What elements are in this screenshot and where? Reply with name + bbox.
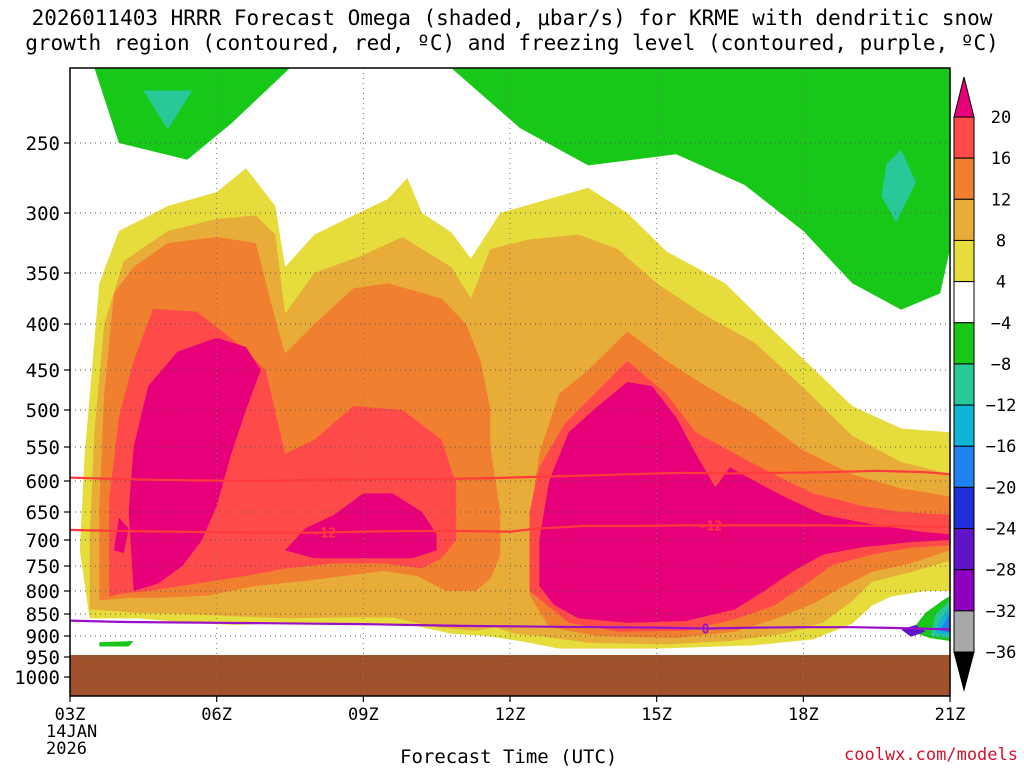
colorbar-swatch-0: [953, 116, 975, 159]
omega-region-3-0: [940, 613, 950, 633]
date-label-year: 2026: [46, 739, 87, 759]
minus-12-label-left: -12: [312, 527, 335, 542]
omega-region-9-3: [539, 382, 950, 623]
omega-region-1-1: [881, 150, 916, 223]
colorbar-top-arrow: [953, 76, 975, 118]
y-tick-label-800: 800: [26, 581, 60, 603]
omega-region-0-3: [99, 641, 134, 647]
colorbar-label-13: −36: [986, 643, 1017, 663]
x-tick-label-03Z: 03Z: [55, 705, 86, 725]
x-tick-label-18Z: 18Z: [788, 705, 819, 725]
colorbar-swatch-12: [953, 610, 975, 653]
colorbar-label-1: 16: [991, 149, 1011, 169]
y-tick-label-300: 300: [26, 203, 60, 225]
colorbar-label-4: 4: [996, 273, 1006, 293]
chart-title-line1: 2026011403 HRRR Forecast Omega (shaded, …: [31, 6, 993, 30]
y-tick-label-950: 950: [26, 647, 60, 669]
y-tick-label-900: 900: [26, 626, 60, 648]
credit-link[interactable]: coolwx.com/models: [844, 745, 1018, 765]
x-tick-label-21Z: 21Z: [935, 705, 966, 725]
omega-region-9-0: [128, 337, 261, 591]
omega-region-9-2: [285, 493, 437, 559]
y-tick-label-1000: 1000: [14, 667, 60, 689]
freezing-level: [70, 619, 950, 631]
chart-title-line2: growth region (contoured, red, ºC) and f…: [25, 31, 999, 55]
y-tick-label-400: 400: [26, 314, 60, 336]
colorbar-label-11: −28: [986, 561, 1017, 581]
colorbar-label-7: −12: [986, 396, 1017, 416]
ground-band: [70, 655, 950, 696]
omega-region-9-1: [114, 517, 129, 553]
colorbar-swatch-2: [953, 198, 975, 241]
x-tick-label-09Z: 09Z: [348, 705, 379, 725]
colorbar-bottom-arrow: [953, 651, 975, 692]
x-tick-label-06Z: 06Z: [201, 705, 232, 725]
y-tick-label-250: 250: [26, 133, 60, 155]
y-tick-label-350: 350: [26, 263, 60, 285]
x-tick-label-15Z: 15Z: [641, 705, 672, 725]
y-tick-label-450: 450: [26, 360, 60, 382]
colorbar-swatch-7: [953, 404, 975, 447]
x-axis-label: Forecast Time (UTC): [400, 746, 618, 768]
colorbar-swatch-5: [953, 322, 975, 365]
colorbar-swatch-4: [953, 281, 975, 324]
omega-region-0-0: [94, 68, 291, 160]
dgz-top: [70, 469, 950, 483]
y-tick-label-850: 850: [26, 604, 60, 626]
colorbar-label-10: −24: [986, 520, 1017, 540]
x-tick-label-12Z: 12Z: [495, 705, 526, 725]
omega-region-0-1: [451, 68, 950, 310]
chart-title: 2026011403 HRRR Forecast Omega (shaded, …: [0, 6, 1024, 56]
colorbar-swatch-1: [953, 157, 975, 200]
colorbar-swatch-11: [953, 569, 975, 612]
y-tick-label-750: 750: [26, 556, 60, 578]
colorbar-label-6: −8: [991, 355, 1011, 375]
colorbar-label-2: 12: [991, 190, 1011, 210]
minus-12-contour: [70, 524, 950, 534]
colorbar-label-0: 20: [991, 108, 1011, 128]
omega-region-1-0: [143, 90, 193, 130]
y-tick-label-650: 650: [26, 502, 60, 524]
colorbar-swatch-9: [953, 486, 975, 530]
colorbar-swatch-8: [953, 445, 975, 488]
colorbar-swatch-3: [953, 239, 975, 283]
minus-12-contour-label: -12: [699, 519, 722, 534]
y-tick-label-700: 700: [26, 530, 60, 552]
colorbar-label-12: −32: [986, 602, 1017, 622]
colorbar-swatch-10: [953, 528, 975, 571]
colorbar-swatch-6: [953, 363, 975, 406]
colorbar-label-8: −16: [986, 437, 1017, 457]
colorbar-label-3: 8: [996, 231, 1006, 251]
date-label-day: 14JAN: [46, 722, 98, 742]
y-tick-label-550: 550: [26, 437, 60, 459]
freezing-level-label: 0: [702, 623, 710, 638]
y-tick-label-600: 600: [26, 471, 60, 493]
colorbar-label-9: −20: [986, 478, 1017, 498]
y-tick-label-500: 500: [26, 400, 60, 422]
colorbar-label-5: −4: [991, 314, 1011, 334]
